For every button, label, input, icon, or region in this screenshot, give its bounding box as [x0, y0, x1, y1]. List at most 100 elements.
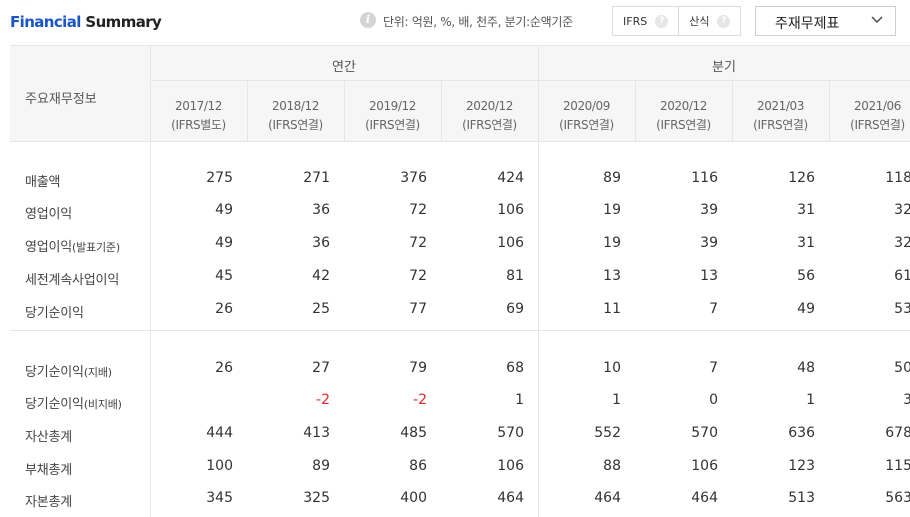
row-label[interactable]: 매출액 — [25, 171, 60, 190]
column-header[interactable]: 2020/12 (IFRS연결) — [441, 97, 538, 135]
help-icon[interactable]: ? — [655, 14, 669, 28]
column-period: 2021/06 — [853, 99, 902, 113]
column-period: 2017/12 — [174, 99, 223, 113]
table-cell: 56 — [797, 268, 815, 284]
help-icon[interactable]: ? — [717, 14, 731, 28]
table-cell: 126 — [788, 170, 815, 186]
dropdown-selected-value: 주재무제표 — [775, 16, 840, 32]
table-header-background — [10, 45, 910, 141]
table-cell: 118 — [885, 170, 910, 186]
ifrs-toggle-button[interactable]: IFRS ? — [613, 7, 678, 35]
table-cell: 464 — [497, 490, 524, 506]
column-header[interactable]: 2021/03 (IFRS연결) — [732, 97, 829, 135]
table-cell: 570 — [691, 425, 718, 441]
row-label-main: 부채총계 — [25, 463, 73, 478]
table-cell: 25 — [312, 301, 330, 317]
row-label[interactable]: 자본총계 — [25, 491, 72, 510]
table-cell: 345 — [206, 490, 233, 506]
table-cell: 36 — [312, 235, 330, 251]
table-cell: 464 — [594, 490, 621, 506]
formula-toggle-button[interactable]: 산식 ? — [678, 7, 740, 35]
table-cell: 106 — [497, 458, 524, 474]
table-cell: 325 — [303, 490, 330, 506]
column-divider — [829, 81, 830, 141]
column-period: 2020/12 — [659, 99, 708, 113]
row-label[interactable]: 당기순이익 — [25, 302, 84, 321]
row-label[interactable]: 세전계속사업이익 — [25, 269, 119, 288]
row-label[interactable]: 당기순이익(비지배) — [25, 393, 122, 412]
standard-toggle: IFRS ? 산식 ? — [612, 6, 742, 36]
column-divider — [441, 81, 442, 141]
table-cell: 3 — [903, 392, 910, 408]
table-cell: 72 — [409, 268, 427, 284]
table-cell: 61 — [894, 268, 910, 284]
table-cell: 100 — [206, 458, 233, 474]
table-cell: 1 — [515, 392, 524, 408]
table-cell: 444 — [206, 425, 233, 441]
column-divider — [344, 81, 345, 141]
column-basis: (IFRS연결) — [462, 118, 517, 132]
column-header[interactable]: 2020/12 (IFRS연결) — [635, 97, 732, 135]
table-cell: -2 — [316, 392, 330, 408]
table-cell: 81 — [506, 268, 524, 284]
column-header[interactable]: 2020/09 (IFRS연결) — [538, 97, 635, 135]
column-header[interactable]: 2021/06 (IFRS연결) — [829, 97, 910, 135]
group-label-quarterly: 분기 — [712, 60, 736, 75]
section-title: Financial Summary — [10, 13, 162, 31]
title-rest: Summary — [80, 13, 162, 31]
table-cell: 26 — [215, 301, 233, 317]
table-cell: 485 — [400, 425, 427, 441]
table-cell: 88 — [603, 458, 621, 474]
statement-type-dropdown[interactable]: 주재무제표 — [755, 6, 896, 36]
table-cell: 0 — [709, 392, 718, 408]
row-label-main: 당기순이익 — [25, 365, 84, 380]
table-cell: 26 — [215, 360, 233, 376]
table-cell: 49 — [215, 235, 233, 251]
column-period: 2021/03 — [756, 99, 805, 113]
column-basis: (IFRS연결) — [753, 118, 808, 132]
corner-divider — [150, 45, 151, 517]
row-label[interactable]: 영업이익(발표기준) — [25, 236, 120, 255]
table-cell: 86 — [409, 458, 427, 474]
table-cell: 106 — [497, 202, 524, 218]
column-header[interactable]: 2019/12 (IFRS연결) — [344, 97, 441, 135]
table-cell: 7 — [709, 301, 718, 317]
column-period: 2020/09 — [562, 99, 611, 113]
table-cell: 570 — [497, 425, 524, 441]
table-cell: 69 — [506, 301, 524, 317]
column-basis: (IFRS연결) — [559, 118, 614, 132]
table-cell: 39 — [700, 202, 718, 218]
column-header[interactable]: 2018/12 (IFRS연결) — [247, 97, 344, 135]
row-label[interactable]: 자산총계 — [25, 426, 72, 445]
annual-quarter-divider — [538, 45, 539, 517]
row-label-sub: (지배) — [83, 366, 112, 379]
row-label-sub: (발표기준) — [72, 241, 120, 254]
row-label[interactable]: 부채총계 — [25, 459, 72, 478]
table-cell: 464 — [691, 490, 718, 506]
column-period: 2019/12 — [368, 99, 417, 113]
table-cell: 563 — [885, 490, 910, 506]
table-cell: 106 — [691, 458, 718, 474]
table-cell: 376 — [400, 170, 427, 186]
column-basis: (IFRS별도) — [171, 118, 226, 132]
table-cell: 31 — [797, 202, 815, 218]
table-cell: 48 — [797, 360, 815, 376]
table-cell: 32 — [894, 235, 910, 251]
column-header[interactable]: 2017/12 (IFRS별도) — [150, 97, 247, 135]
table-cell: 77 — [409, 301, 427, 317]
column-divider — [635, 81, 636, 141]
table-cell: 72 — [409, 235, 427, 251]
table-cell: 400 — [400, 490, 427, 506]
table-cell: 106 — [497, 235, 524, 251]
row-label[interactable]: 영업이익 — [25, 203, 72, 222]
row-label[interactable]: 당기순이익(지배) — [25, 361, 112, 380]
title-accent: Financial — [10, 13, 81, 31]
info-icon[interactable]: i — [360, 12, 376, 28]
row-label-main: 매출액 — [25, 175, 61, 190]
ifrs-label: IFRS — [623, 14, 648, 28]
table-cell: 79 — [409, 360, 427, 376]
chevron-down-icon — [871, 16, 883, 23]
table-cell: 636 — [788, 425, 815, 441]
table-cell: 42 — [312, 268, 330, 284]
unit-text: 단위: 억원, %, 배, 천주, 분기:순액기준 — [383, 15, 573, 29]
